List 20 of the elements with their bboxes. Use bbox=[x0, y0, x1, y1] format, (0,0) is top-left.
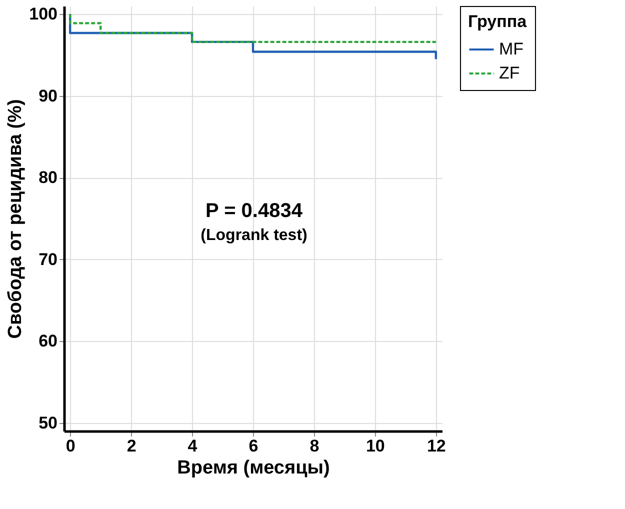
y-tick-label: 60 bbox=[38, 332, 58, 351]
legend-label: ZF bbox=[499, 64, 520, 82]
y-tick-label: 80 bbox=[38, 168, 58, 188]
annotation: P = 0.4834 bbox=[206, 200, 304, 222]
x-tick-label: 8 bbox=[310, 436, 320, 456]
legend-title: Группа bbox=[468, 12, 528, 31]
y-axis-title: Свобода от рецидива (%) bbox=[5, 99, 26, 339]
legend-label: MF bbox=[499, 40, 524, 58]
x-tick-label: 4 bbox=[188, 436, 198, 456]
y-tick-label: 90 bbox=[38, 86, 58, 106]
y-tick-label: 70 bbox=[38, 250, 58, 269]
annotation: (Logrank test) bbox=[200, 227, 308, 244]
x-tick-label: 2 bbox=[126, 436, 136, 456]
x-tick-label: 10 bbox=[366, 436, 385, 456]
y-tick-label: 50 bbox=[38, 413, 58, 432]
x-axis-title: Время (месяцы) bbox=[177, 458, 330, 478]
x-tick-label: 12 bbox=[426, 436, 446, 456]
x-tick-label: 6 bbox=[248, 436, 258, 456]
y-tick-label: 100 bbox=[29, 4, 58, 24]
x-tick-label: 0 bbox=[66, 436, 76, 456]
